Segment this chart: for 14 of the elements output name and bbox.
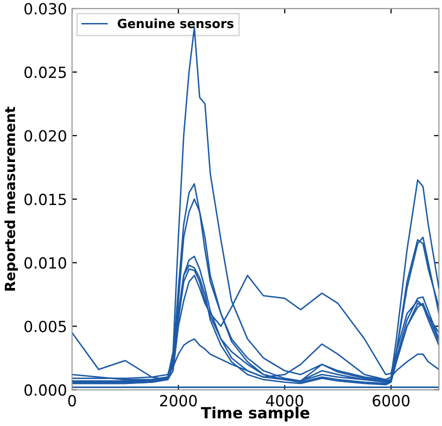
y-tick-label: 0.015 — [24, 194, 66, 206]
x-tick-label: 0 — [68, 394, 76, 406]
x-tick-label: 6000 — [372, 394, 410, 406]
x-axis-title: Time sample — [200, 406, 310, 422]
y-tick-label: 0.010 — [24, 257, 66, 269]
x-tick-label: 4000 — [266, 394, 304, 406]
y-tick-label: 0.005 — [24, 320, 66, 332]
y-tick-label: 0.030 — [24, 2, 66, 15]
y-axis-title: Reported measurement — [4, 106, 18, 291]
y-tick-label: 0.020 — [24, 130, 66, 142]
legend-label: Genuine sensors — [118, 18, 234, 28]
y-tick-label: 0.000 — [24, 384, 66, 396]
x-tick-label: 2000 — [160, 394, 197, 406]
y-tick-label: 0.025 — [24, 66, 66, 78]
